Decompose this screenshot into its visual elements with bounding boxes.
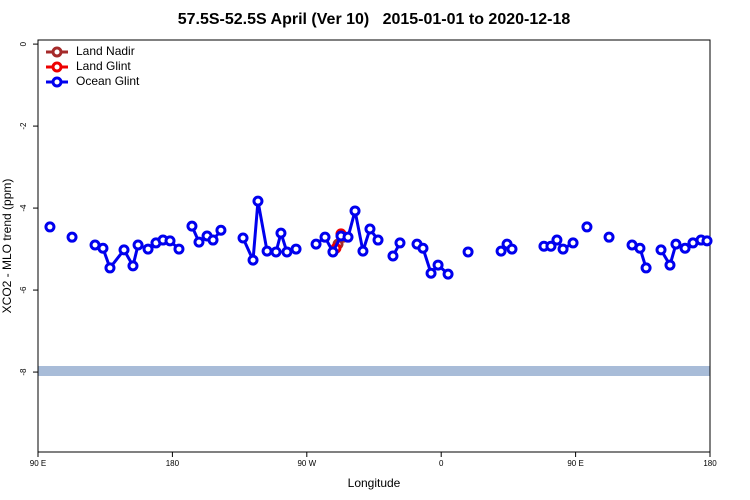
data-point [670, 238, 682, 250]
data-point [275, 227, 287, 239]
data-point [132, 239, 144, 251]
data-point [394, 237, 406, 249]
data-point [290, 243, 302, 255]
plot-frame [37, 39, 711, 453]
data-point [551, 234, 563, 246]
data-point [118, 244, 130, 256]
x-tick-label: 0 [439, 459, 444, 468]
y-axis-label: XCO2 - MLO trend (ppm) [0, 179, 14, 314]
data-point [462, 246, 474, 258]
data-point [247, 254, 259, 266]
data-point [270, 246, 282, 258]
x-tick-label: 90 E [30, 459, 46, 468]
data-point [319, 231, 331, 243]
data-point [387, 250, 399, 262]
x-tick-label: 90 W [297, 459, 316, 468]
data-point [425, 267, 437, 279]
data-point [44, 221, 56, 233]
data-point [327, 246, 339, 258]
data-point [701, 235, 713, 247]
x-tick-label: 180 [166, 459, 180, 468]
data-point [252, 195, 264, 207]
legend-marker [51, 46, 63, 58]
data-point [186, 220, 198, 232]
data-point [655, 244, 667, 256]
data-point [372, 234, 384, 246]
data-point [127, 260, 139, 272]
data-point [567, 237, 579, 249]
y-tick-label: 0 [19, 41, 28, 46]
data-point [506, 243, 518, 255]
x-axis-label: Longitude [348, 476, 401, 490]
data-point [432, 259, 444, 271]
data-point [215, 224, 227, 236]
data-point [281, 246, 293, 258]
legend-marker [51, 76, 63, 88]
data-point [310, 238, 322, 250]
data-point [97, 242, 109, 254]
data-point [357, 245, 369, 257]
chart-title: 57.5S-52.5S April (Ver 10) 2015-01-01 to… [178, 11, 571, 28]
data-point [364, 223, 376, 235]
data-point [349, 205, 361, 217]
y-tick-label: -4 [19, 204, 28, 212]
data-point [104, 262, 116, 274]
legend-label: Land Glint [76, 59, 131, 73]
data-point [442, 268, 454, 280]
legend-marker [51, 61, 63, 73]
data-point [495, 245, 507, 257]
data-point [603, 231, 615, 243]
data-point [417, 242, 429, 254]
legend-label: Ocean Glint [76, 74, 140, 88]
x-tick-label: 90 E [567, 459, 583, 468]
y-tick-label: -6 [19, 286, 28, 294]
data-point [545, 240, 557, 252]
data-point [679, 242, 691, 254]
data-point [193, 236, 205, 248]
land-band [38, 366, 710, 376]
data-point [261, 245, 273, 257]
data-point [66, 231, 78, 243]
data-point [664, 259, 676, 271]
data-point [581, 221, 593, 233]
data-point [557, 243, 569, 255]
x-tick-label: 180 [703, 459, 717, 468]
data-point [640, 262, 652, 274]
y-tick-label: -8 [19, 368, 28, 376]
data-point [173, 243, 185, 255]
data-point [142, 243, 154, 255]
data-point [634, 242, 646, 254]
data-point [342, 231, 354, 243]
data-point [164, 235, 176, 247]
data-point [237, 232, 249, 244]
legend-label: Land Nadir [76, 44, 135, 58]
y-tick-label: -2 [19, 122, 28, 130]
data-point [207, 234, 219, 246]
